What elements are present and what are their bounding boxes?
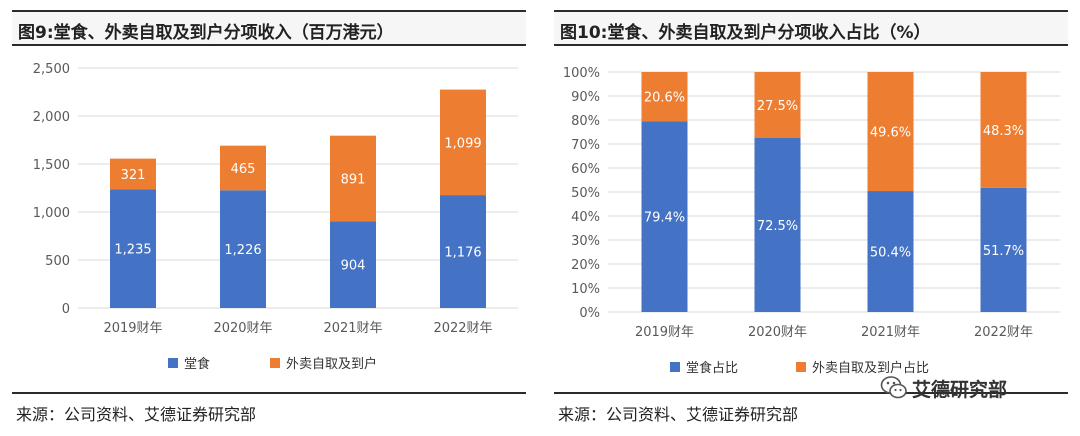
- left-bar-delivery: [110, 158, 156, 190]
- left-chart-title-bar: 图9:堂食、外卖自取及到户分项收入（百万港元）: [12, 10, 526, 46]
- left-y-tick-label: 2,000: [33, 110, 70, 125]
- left-legend-swatch: [168, 358, 178, 368]
- left-chart-panel: 图9:堂食、外卖自取及到户分项收入（百万港元） 0 500 1,000 1,500 2,…: [12, 10, 526, 426]
- right-x-tick-label: 2020财年: [748, 325, 807, 340]
- right-y-tick-label: 40%: [571, 210, 600, 225]
- left-x-tick-label: 2019财年: [103, 321, 162, 336]
- right-y-tick-label: 20%: [571, 258, 600, 273]
- right-x-tick-label: 2022财年: [974, 325, 1033, 340]
- left-y-tick-label: 0: [62, 302, 70, 317]
- left-bar-dine-in: [440, 195, 486, 308]
- watermark-text: 艾德研究部: [912, 379, 1008, 401]
- right-y-tick-label: 50%: [571, 186, 600, 201]
- right-source-text: 来源：公司资料、艾德证券研究部: [558, 405, 799, 424]
- right-x-tick-label: 2021财年: [861, 325, 920, 340]
- left-bar-dine-in: [330, 221, 376, 308]
- right-bar-delivery: [980, 72, 1027, 188]
- right-chart-title-bar: 图10:堂食、外卖自取及到户分项收入占比（%）: [554, 10, 1068, 46]
- right-data-label: 51.7%: [983, 244, 1024, 259]
- left-y-tick-label: 500: [45, 254, 70, 269]
- left-y-tick-label: 1,500: [33, 158, 70, 173]
- left-data-label: 1,176: [444, 246, 481, 261]
- right-y-tick-label: 90%: [571, 90, 600, 105]
- right-y-tick-label: 10%: [571, 282, 600, 297]
- right-legend-label: 外卖自取及到户占比: [812, 360, 929, 376]
- right-y-tick-label: 0%: [579, 306, 600, 321]
- right-legend-swatch: [670, 362, 680, 372]
- left-source-text: 来源：公司资料、艾德证券研究部: [16, 405, 257, 424]
- left-x-tick-label: 2021财年: [323, 321, 382, 336]
- share-stacked-bar-chart: 0% 10% 20% 30% 40% 50% 60% 70% 80% 90% 100% 79.4% 20…: [563, 66, 1060, 376]
- left-bar-delivery: [440, 89, 486, 196]
- right-data-label: 27.5%: [757, 99, 798, 114]
- left-bar-dine-in: [110, 189, 156, 308]
- right-data-label: 79.4%: [644, 211, 685, 226]
- right-y-tick-label: 60%: [571, 162, 600, 177]
- left-source-line: 来源：公司资料、艾德证券研究部: [12, 392, 526, 426]
- right-y-tick-label: 100%: [563, 66, 600, 81]
- right-data-label: 72.5%: [757, 219, 798, 234]
- right-y-tick-label: 70%: [571, 138, 600, 153]
- right-bar-dine-in: [754, 138, 801, 312]
- left-legend-label: 堂食: [184, 356, 210, 372]
- right-data-label: 20.6%: [644, 91, 685, 106]
- right-bar-delivery: [867, 72, 914, 192]
- left-data-label: 1,226: [224, 243, 261, 258]
- left-chart-title: 图9:堂食、外卖自取及到户分项收入（百万港元）: [18, 23, 394, 43]
- left-bar-delivery: [330, 135, 376, 222]
- left-data-label: 1,099: [444, 136, 481, 151]
- left-legend-swatch: [270, 358, 280, 368]
- left-data-label: 891: [341, 172, 366, 187]
- right-chart-panel: 图10:堂食、外卖自取及到户分项收入占比（%） 0% 10% 20% 30% 40% 50…: [554, 10, 1068, 426]
- left-bar-delivery: [220, 145, 266, 191]
- wechat-icon: [880, 376, 907, 399]
- right-bar-dine-in: [867, 191, 914, 312]
- left-legend-label: 外卖自取及到户: [286, 356, 377, 372]
- right-bar-delivery: [754, 72, 801, 138]
- right-data-label: 48.3%: [983, 124, 1024, 139]
- right-bar-delivery: [641, 72, 688, 122]
- right-y-tick-label: 30%: [571, 234, 600, 249]
- left-data-label: 904: [341, 259, 366, 274]
- left-data-label: 321: [121, 168, 146, 183]
- right-data-label: 49.6%: [870, 126, 911, 141]
- left-y-tick-label: 1,000: [33, 206, 70, 221]
- right-x-tick-label: 2019财年: [635, 325, 694, 340]
- right-bar-dine-in: [641, 121, 688, 312]
- right-legend-label: 堂食占比: [686, 360, 738, 376]
- right-bar-dine-in: [980, 187, 1027, 312]
- right-data-label: 50.4%: [870, 246, 911, 261]
- left-y-tick-label: 2,500: [33, 62, 70, 77]
- right-legend-swatch: [796, 362, 806, 372]
- left-x-tick-label: 2022财年: [433, 321, 492, 336]
- left-x-tick-label: 2020财年: [213, 321, 272, 336]
- right-y-tick-label: 80%: [571, 114, 600, 129]
- revenue-stacked-bar-chart: 0 500 1,000 1,500 2,000 2,500 1,235 321 2019财年 1,…: [33, 62, 518, 372]
- right-source-line: 来源：公司资料、艾德证券研究部: [554, 392, 1068, 426]
- left-bar-dine-in: [220, 190, 266, 308]
- left-data-label: 465: [231, 162, 256, 177]
- left-data-label: 1,235: [114, 243, 151, 258]
- right-chart-title: 图10:堂食、外卖自取及到户分项收入占比（%）: [560, 23, 931, 43]
